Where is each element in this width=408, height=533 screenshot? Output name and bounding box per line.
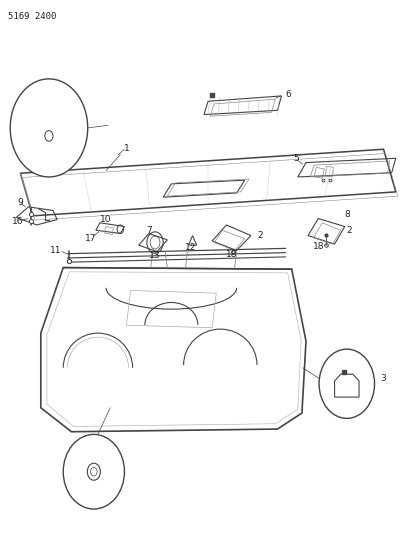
Text: 8: 8 bbox=[345, 210, 350, 219]
Text: 13: 13 bbox=[149, 252, 161, 260]
Text: 2: 2 bbox=[257, 231, 263, 240]
Text: 4: 4 bbox=[48, 155, 54, 163]
Text: 5: 5 bbox=[293, 154, 299, 163]
Text: 2: 2 bbox=[347, 226, 353, 235]
Text: 5169 2400: 5169 2400 bbox=[8, 12, 57, 21]
Ellipse shape bbox=[63, 434, 124, 509]
Text: 10: 10 bbox=[100, 215, 111, 223]
Text: 14: 14 bbox=[103, 472, 114, 480]
Text: 11: 11 bbox=[50, 246, 61, 255]
Text: 17: 17 bbox=[85, 234, 96, 243]
Text: 6: 6 bbox=[286, 91, 291, 99]
Text: 18: 18 bbox=[226, 251, 237, 259]
Text: 7: 7 bbox=[146, 226, 152, 235]
Text: 16: 16 bbox=[12, 217, 24, 225]
Ellipse shape bbox=[319, 349, 375, 418]
Text: 9: 9 bbox=[17, 198, 23, 207]
Circle shape bbox=[45, 131, 53, 141]
Text: 1: 1 bbox=[124, 144, 130, 152]
Text: 12: 12 bbox=[185, 244, 197, 252]
Text: 3: 3 bbox=[381, 374, 386, 383]
Circle shape bbox=[87, 463, 100, 480]
Text: 15: 15 bbox=[71, 457, 82, 465]
Ellipse shape bbox=[10, 79, 88, 177]
Text: 18: 18 bbox=[313, 242, 325, 251]
